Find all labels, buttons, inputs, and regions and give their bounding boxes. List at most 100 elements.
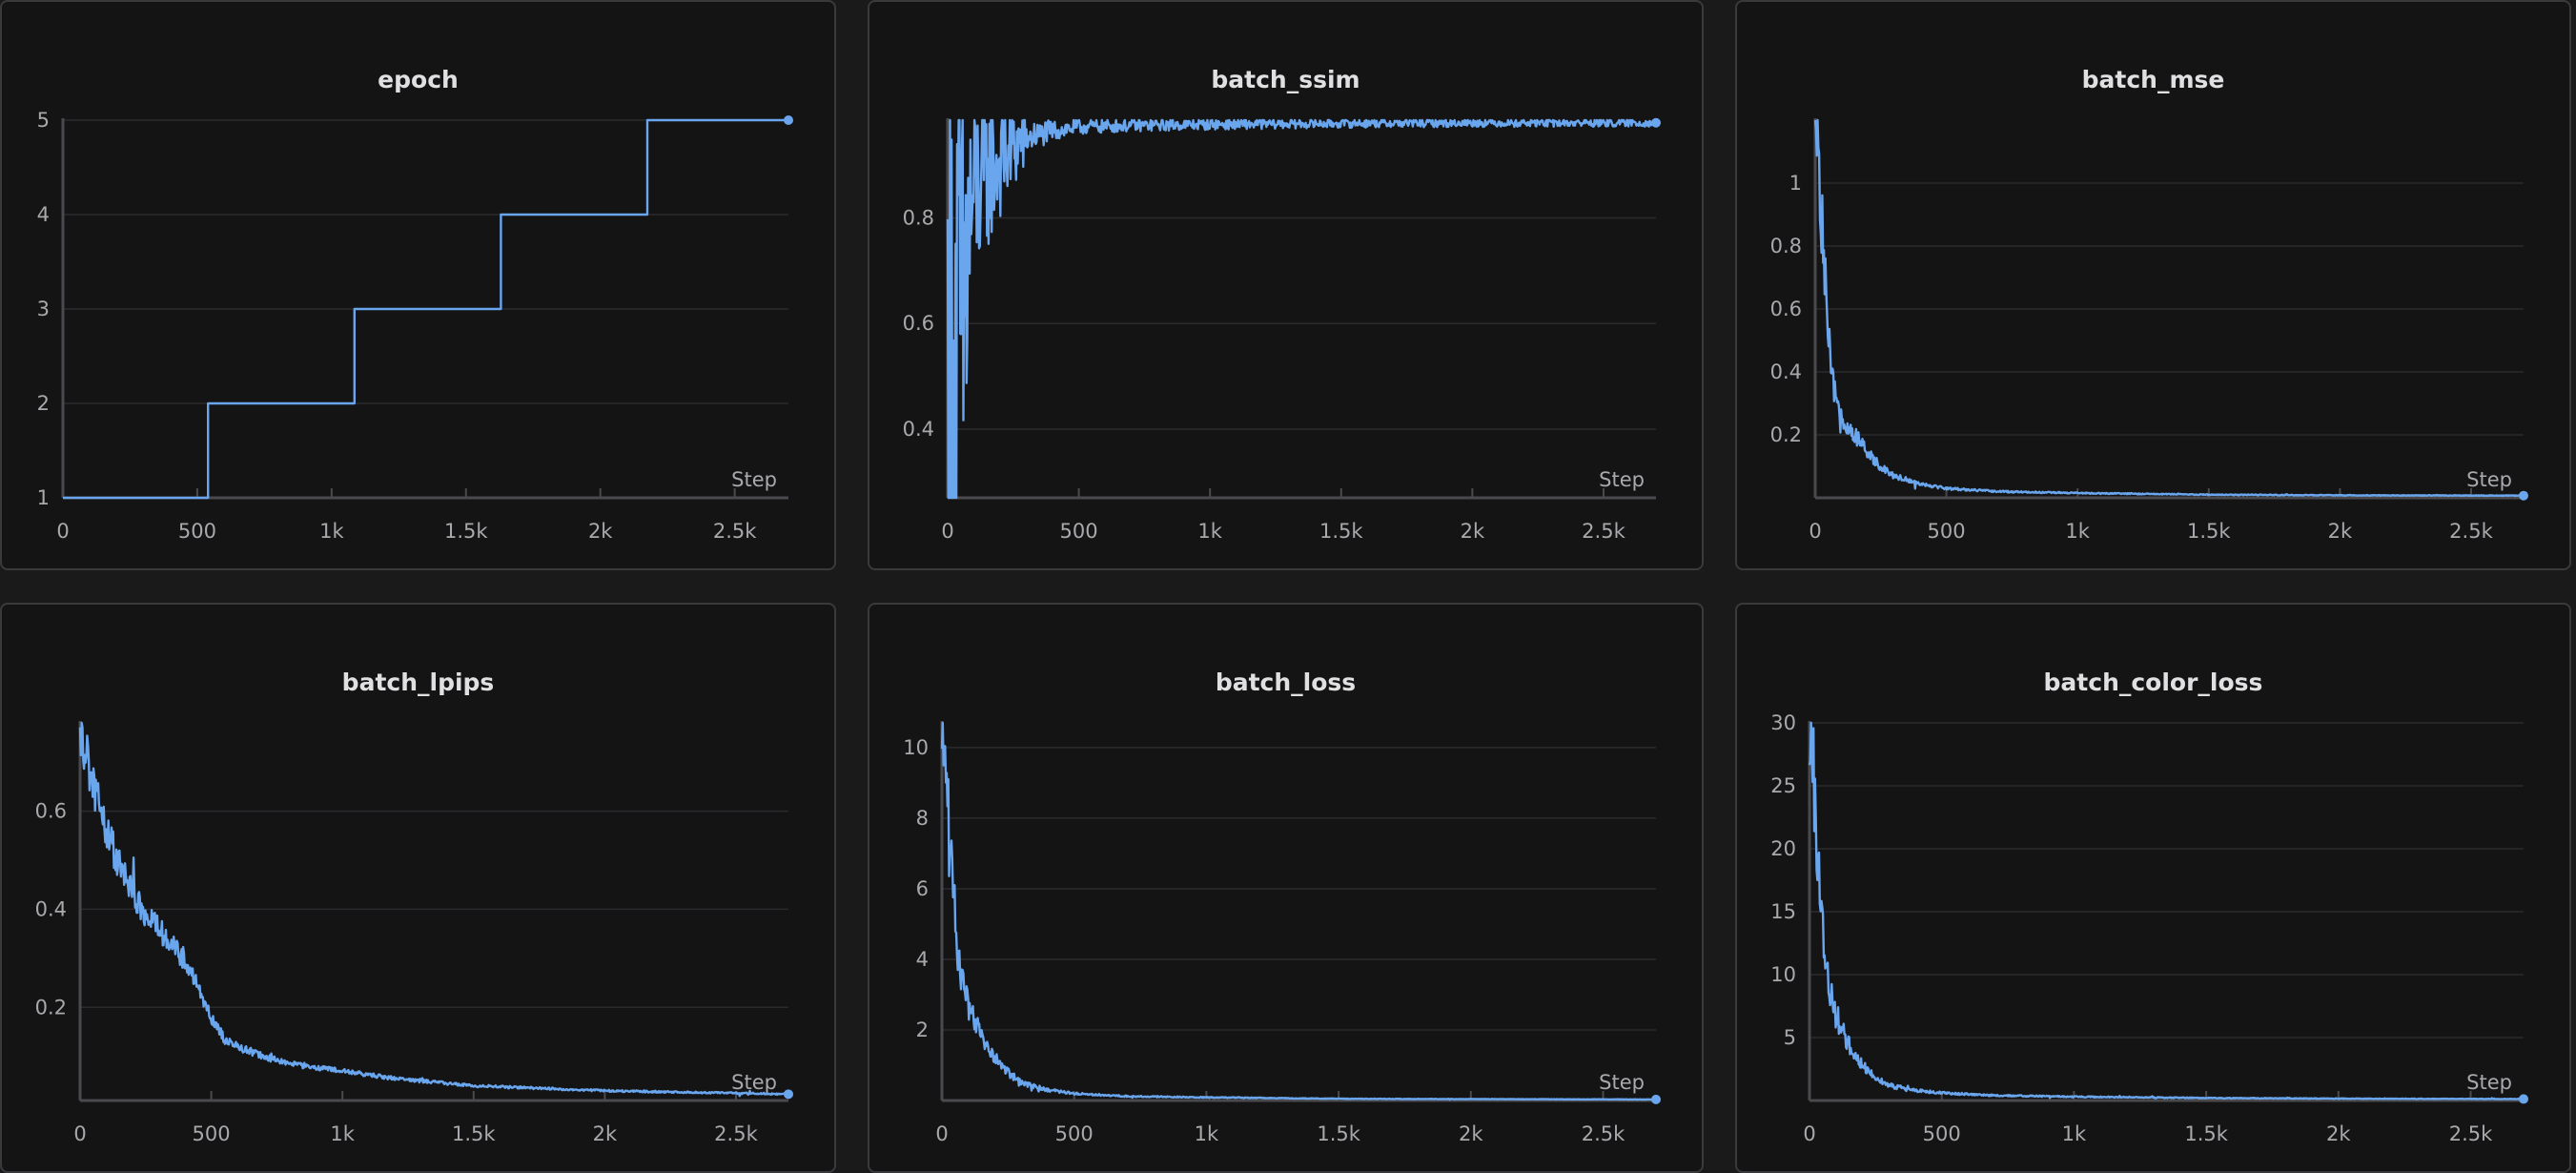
chart-title: batch_loss — [1216, 669, 1356, 696]
series-end-point[interactable] — [1651, 1094, 1661, 1104]
y-tick-label: 10 — [1770, 963, 1796, 986]
y-tick-label: 0.6 — [1770, 298, 1802, 320]
x-tick-label: 1.5k — [452, 1122, 496, 1145]
y-tick-label: 5 — [37, 109, 50, 132]
y-tick-label: 20 — [1770, 837, 1796, 860]
y-tick-label: 0.2 — [35, 996, 67, 1019]
y-tick-label: 25 — [1770, 774, 1796, 797]
chart-svg: epoch 1 2 3 4 5 0 500 1k 1.5k 2k 2.5k Step — [37, 66, 793, 543]
x-tick-label: 1k — [1197, 520, 1222, 543]
y-tick-label: 0.8 — [1770, 235, 1802, 257]
x-tick-label: 1.5k — [2187, 520, 2231, 543]
chart-panel-batch-ssim[interactable]: batch_ssim 0.4 0.6 0.8 0 500 1k 1.5k 2k 2.5k Step — [868, 0, 1704, 570]
series-line[interactable] — [78, 721, 789, 1098]
chart-title: batch_color_loss — [2044, 669, 2263, 696]
chart-title: epoch — [378, 66, 459, 93]
y-tick-label: 1 — [1789, 172, 1802, 195]
chart-title: batch_ssim — [1211, 66, 1360, 93]
chart-svg: batch_ssim 0.4 0.6 0.8 0 500 1k 1.5k 2k 2.5k Step — [903, 66, 1661, 543]
chart-panel-batch-loss[interactable]: batch_loss 2 4 6 8 10 0 500 1k 1.5k 2k 2.5k Step — [868, 603, 1704, 1173]
x-axis-label: Step — [1599, 1071, 1645, 1094]
y-tick-label: 10 — [903, 736, 929, 759]
x-tick-label: 2.5k — [713, 520, 757, 543]
y-tick-label: 3 — [37, 298, 50, 320]
chart-panel-epoch[interactable]: epoch 1 2 3 4 5 0 500 1k 1.5k 2k 2.5k Step — [0, 0, 836, 570]
x-tick-label: 0 — [56, 520, 69, 543]
y-tick-label: 2 — [916, 1019, 929, 1041]
x-tick-label: 1k — [319, 520, 344, 543]
y-tick-label: 0.8 — [903, 206, 934, 229]
x-tick-label: 2k — [588, 520, 613, 543]
chart-title: batch_mse — [2082, 66, 2225, 93]
y-tick-label: 5 — [1784, 1026, 1796, 1049]
chart-svg: batch_color_loss 5 10 15 20 25 30 0 500 1k 1.5k 2k 2… — [1770, 669, 2528, 1145]
x-tick-label: 2k — [1459, 1122, 1483, 1145]
y-tick-label: 2 — [37, 392, 50, 415]
x-tick-label: 1k — [1195, 1122, 1219, 1145]
y-tick-label: 0.4 — [35, 897, 67, 920]
y-tick-label: 4 — [916, 948, 929, 971]
x-tick-label: 2.5k — [2449, 520, 2493, 543]
x-tick-label: 0 — [941, 520, 953, 543]
x-tick-label: 1k — [330, 1122, 355, 1145]
x-tick-label: 2.5k — [714, 1122, 758, 1145]
chart-svg: batch_mse 0.2 0.4 0.6 0.8 1 0 500 1k 1.5k 2k 2.5k St… — [1770, 66, 2528, 543]
x-tick-label: 500 — [1055, 1122, 1094, 1145]
chart-svg: batch_lpips 0.2 0.4 0.6 0 500 1k 1.5k 2k 2.5k Step — [35, 669, 793, 1145]
x-tick-label: 1.5k — [1317, 1122, 1360, 1145]
x-tick-label: 1.5k — [1319, 520, 1363, 543]
series-line[interactable] — [940, 721, 1657, 1101]
series-end-point[interactable] — [784, 1089, 793, 1100]
x-tick-label: 1k — [2065, 520, 2090, 543]
x-tick-label: 2k — [2328, 520, 2353, 543]
x-axis-label: Step — [2466, 468, 2512, 491]
series-line[interactable] — [1813, 118, 2525, 498]
chart-title: batch_lpips — [342, 669, 495, 696]
y-tick-label: 15 — [1770, 900, 1796, 923]
x-tick-label: 500 — [193, 1122, 231, 1145]
x-tick-label: 2k — [1461, 520, 1485, 543]
x-axis-label: Step — [731, 468, 777, 491]
x-tick-label: 0 — [73, 1122, 86, 1145]
series-end-point[interactable] — [2519, 490, 2528, 501]
series-line[interactable] — [1808, 721, 2525, 1101]
x-tick-label: 500 — [1060, 520, 1098, 543]
chart-panel-batch-color-loss[interactable]: batch_color_loss 5 10 15 20 25 30 0 500 1k 1.5k 2k 2… — [1735, 603, 2571, 1173]
series-end-point[interactable] — [784, 115, 793, 125]
x-tick-label: 500 — [178, 520, 216, 543]
chart-svg: batch_loss 2 4 6 8 10 0 500 1k 1.5k 2k 2.5k Step — [903, 669, 1661, 1145]
x-tick-label: 1.5k — [2184, 1122, 2228, 1145]
series-end-point[interactable] — [1651, 117, 1661, 128]
x-axis-label: Step — [1599, 468, 1645, 491]
chart-panel-batch-mse[interactable]: batch_mse 0.2 0.4 0.6 0.8 1 0 500 1k 1.5k 2k 2.5k St… — [1735, 0, 2571, 570]
series-end-point[interactable] — [2519, 1094, 2528, 1104]
y-tick-label: 0.6 — [35, 800, 67, 823]
x-tick-label: 1.5k — [444, 520, 488, 543]
x-tick-label: 0 — [1809, 520, 1821, 543]
y-tick-label: 0.2 — [1770, 423, 1802, 446]
series-line[interactable] — [946, 118, 1657, 500]
x-tick-label: 2.5k — [2449, 1122, 2493, 1145]
y-tick-label: 8 — [916, 807, 929, 830]
y-tick-label: 4 — [37, 203, 50, 226]
x-axis-label: Step — [731, 1071, 777, 1094]
y-tick-label: 0.6 — [903, 312, 934, 335]
x-axis-label: Step — [2466, 1071, 2512, 1094]
x-tick-label: 2k — [2326, 1122, 2351, 1145]
x-tick-label: 500 — [1923, 1122, 1961, 1145]
x-tick-label: 0 — [1803, 1122, 1815, 1145]
y-tick-label: 1 — [37, 486, 50, 509]
x-tick-label: 2k — [593, 1122, 618, 1145]
chart-panel-batch-lpips[interactable]: batch_lpips 0.2 0.4 0.6 0 500 1k 1.5k 2k 2.5k Step — [0, 603, 836, 1173]
y-tick-label: 0.4 — [903, 418, 934, 441]
x-tick-label: 2.5k — [1582, 520, 1625, 543]
y-tick-label: 6 — [916, 877, 929, 900]
x-tick-label: 0 — [935, 1122, 948, 1145]
y-tick-label: 30 — [1770, 711, 1796, 734]
x-tick-label: 500 — [1928, 520, 1966, 543]
x-tick-label: 2.5k — [1582, 1122, 1625, 1145]
x-tick-label: 1k — [2062, 1122, 2087, 1145]
y-tick-label: 0.4 — [1770, 360, 1802, 383]
series-line[interactable] — [63, 118, 788, 500]
